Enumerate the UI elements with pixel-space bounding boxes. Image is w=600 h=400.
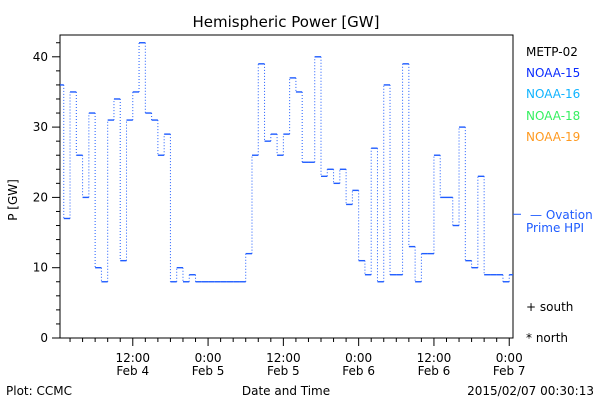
y-axis-label: P [GW] [6, 179, 20, 221]
legend-ovation-line2: Prime HPI [526, 221, 584, 235]
x-tick-date: Feb 6 [342, 364, 375, 378]
x-tick-time: 12:00 [266, 351, 301, 365]
legend-south: + south [526, 300, 573, 314]
y-tick-label: 40 [33, 50, 48, 64]
footer-plot-source: Plot: CCMC [6, 384, 72, 398]
legend-noaa-16: NOAA-16 [526, 87, 580, 101]
x-tick-time: 0:00 [496, 351, 523, 365]
x-tick-time: 0:00 [195, 351, 222, 365]
legend-ovation-line1: — Ovation [530, 208, 593, 222]
x-axis-label: Date and Time [242, 384, 330, 398]
legend-noaa-19: NOAA-19 [526, 130, 580, 144]
plot-frame [59, 34, 514, 339]
x-tick-time: 12:00 [417, 351, 452, 365]
x-tick-date: Feb 7 [493, 364, 526, 378]
x-tick-date: Feb 5 [267, 364, 300, 378]
y-tick-label: 30 [33, 120, 48, 134]
x-tick-time: 12:00 [115, 351, 150, 365]
legend-metp-02: METP-02 [526, 45, 578, 59]
legend-north: * north [526, 331, 568, 345]
y-tick-label: 20 [33, 190, 48, 204]
footer-timestamp: 2015/02/07 00:30:13 [467, 384, 594, 398]
x-tick-date: Feb 5 [192, 364, 225, 378]
y-axis: 0 10 20 30 40 [33, 42, 60, 345]
series-ovation-prime-hpi [60, 42, 513, 283]
x-tick-date: Feb 6 [418, 364, 451, 378]
legend-noaa-15: NOAA-15 [526, 66, 580, 80]
legend: METP-02 NOAA-15 NOAA-16 NOAA-18 NOAA-19 … [513, 45, 593, 345]
legend-noaa-18: NOAA-18 [526, 109, 580, 123]
y-tick-label: 0 [40, 331, 48, 345]
x-tick-time: 0:00 [345, 351, 372, 365]
y-tick-label: 10 [33, 261, 48, 275]
x-tick-date: Feb 4 [116, 364, 149, 378]
chart-title: Hemispheric Power [GW] [193, 13, 380, 31]
